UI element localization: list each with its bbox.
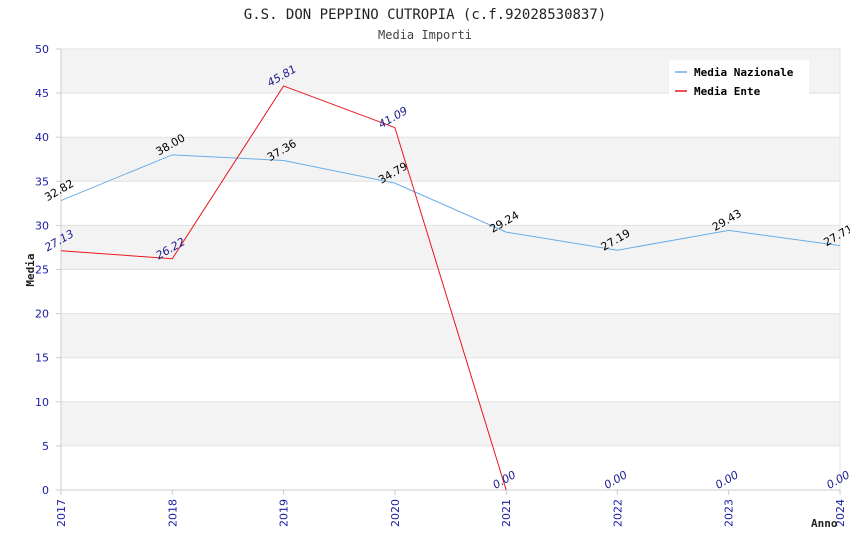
plot-band <box>61 401 840 446</box>
x-tick-label: 2019 <box>278 499 291 527</box>
y-tick-label: 50 <box>35 43 49 56</box>
chart-title: G.S. DON PEPPINO CUTROPIA (c.f.920285308… <box>244 7 606 23</box>
x-tick-label: 2021 <box>500 499 513 527</box>
series-line-media-nazionale <box>60 154 841 251</box>
y-tick-label: 15 <box>35 352 49 365</box>
y-tick-label: 0 <box>42 484 49 497</box>
plot-band <box>61 225 840 270</box>
y-tick-label: 20 <box>35 308 49 321</box>
legend: Media Nazionale Media Ente <box>669 60 809 98</box>
plot-band <box>61 93 840 138</box>
x-axis-ticks: 2017 2018 2019 2020 2021 2022 2023 2024 <box>55 490 847 527</box>
legend-box <box>669 60 809 96</box>
y-tick-label: 35 <box>35 175 49 188</box>
y-tick-label: 30 <box>35 219 49 232</box>
plot-band <box>61 181 840 226</box>
y-axis-label: Media <box>24 253 37 286</box>
y-tick-label: 5 <box>42 440 49 453</box>
x-tick-label: 2022 <box>611 499 624 527</box>
legend-label: Media Ente <box>694 85 761 98</box>
x-tick-label: 2017 <box>55 499 68 527</box>
plot-band <box>61 137 840 182</box>
legend-label: Media Nazionale <box>694 66 794 79</box>
series-lines <box>60 85 841 491</box>
plot-band <box>61 269 840 314</box>
y-axis-ticks: 0 5 10 15 20 25 30 35 40 45 50 <box>35 43 61 497</box>
series-line-media-ente <box>60 85 507 491</box>
chart-subtitle: Media Importi <box>378 28 472 42</box>
plot-band <box>61 445 840 490</box>
y-tick-label: 10 <box>35 396 49 409</box>
x-tick-label: 2018 <box>166 499 179 527</box>
x-tick-label: 2020 <box>389 499 402 527</box>
x-tick-label: 2023 <box>723 499 736 527</box>
plot-background <box>61 49 840 490</box>
x-axis-label: Anno <box>811 517 838 530</box>
x-tick-label: 2024 <box>834 499 847 527</box>
y-tick-label: 45 <box>35 87 49 100</box>
plot-band <box>61 357 840 402</box>
y-tick-label: 25 <box>35 264 49 277</box>
plot-band <box>61 313 840 358</box>
y-tick-label: 40 <box>35 131 49 144</box>
